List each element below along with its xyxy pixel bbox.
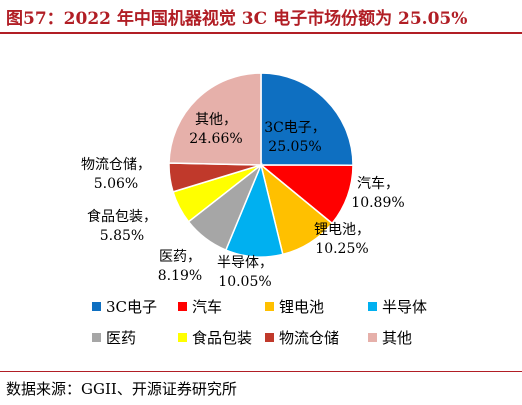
slice-label-1: 汽车， — [357, 175, 399, 192]
slice-value-7: 24.66% — [189, 131, 242, 147]
slice-label-4: 医药， — [159, 249, 201, 265]
legend-swatch-6 — [265, 333, 274, 342]
legend-label-3: 半导体 — [382, 298, 427, 316]
title-rule — [0, 32, 522, 34]
slice-label-2: 锂电池， — [314, 222, 370, 238]
pie-slices — [168, 72, 354, 258]
legend-label-0: 3C电子 — [106, 298, 157, 316]
legend-label-6: 物流仓储 — [279, 329, 339, 347]
slice-labels: 3C电子， 25.05% 汽车， 10.89% 锂电池， 10.25% 半导体， 10.05%… — [81, 112, 405, 290]
slice-value-3: 10.05% — [218, 274, 271, 290]
slice-label-0: 3C电子， — [264, 120, 326, 136]
slice-label-3: 半导体， — [217, 255, 273, 271]
source-rule — [0, 371, 522, 372]
legend-label-5: 食品包装 — [192, 329, 252, 347]
legend-swatch-2 — [265, 302, 274, 311]
legend-swatch-3 — [368, 302, 377, 311]
slice-label-5: 食品包装， — [87, 208, 157, 225]
slice-label-6: 物流仓储， — [81, 157, 151, 173]
slice-value-4: 8.19% — [158, 268, 202, 284]
legend-label-4: 医药 — [106, 329, 136, 347]
slice-value-1: 10.89% — [351, 195, 404, 211]
slice-label-7: 其他， — [195, 112, 237, 128]
slice-7 — [168, 72, 262, 166]
source-note: 数据来源：GGII、开源证券研究所 — [6, 380, 237, 398]
pie-chart: 3C电子， 25.05% 汽车， 10.89% 锂电池， 10.25% 半导体， 10.05%… — [81, 72, 427, 347]
legend-label-7: 其他 — [382, 329, 412, 347]
legend-swatch-7 — [368, 333, 377, 342]
slice-0 — [260, 72, 354, 167]
slice-value-2: 10.25% — [315, 241, 368, 257]
legend-swatch-4 — [92, 333, 101, 342]
legend-label-2: 锂电池 — [279, 298, 324, 316]
legend-swatch-1 — [178, 302, 187, 311]
slice-value-0: 25.05% — [268, 139, 321, 155]
legend-swatch-5 — [178, 333, 187, 342]
chart-title: 图57：2022 年中国机器视觉 3C 电子市场份额为 25.05% — [6, 9, 468, 29]
legend-label-1: 汽车 — [192, 298, 222, 316]
slice-value-6: 5.06% — [94, 176, 138, 192]
slice-value-5: 5.85% — [100, 228, 144, 244]
legend-swatch-0 — [92, 302, 101, 311]
